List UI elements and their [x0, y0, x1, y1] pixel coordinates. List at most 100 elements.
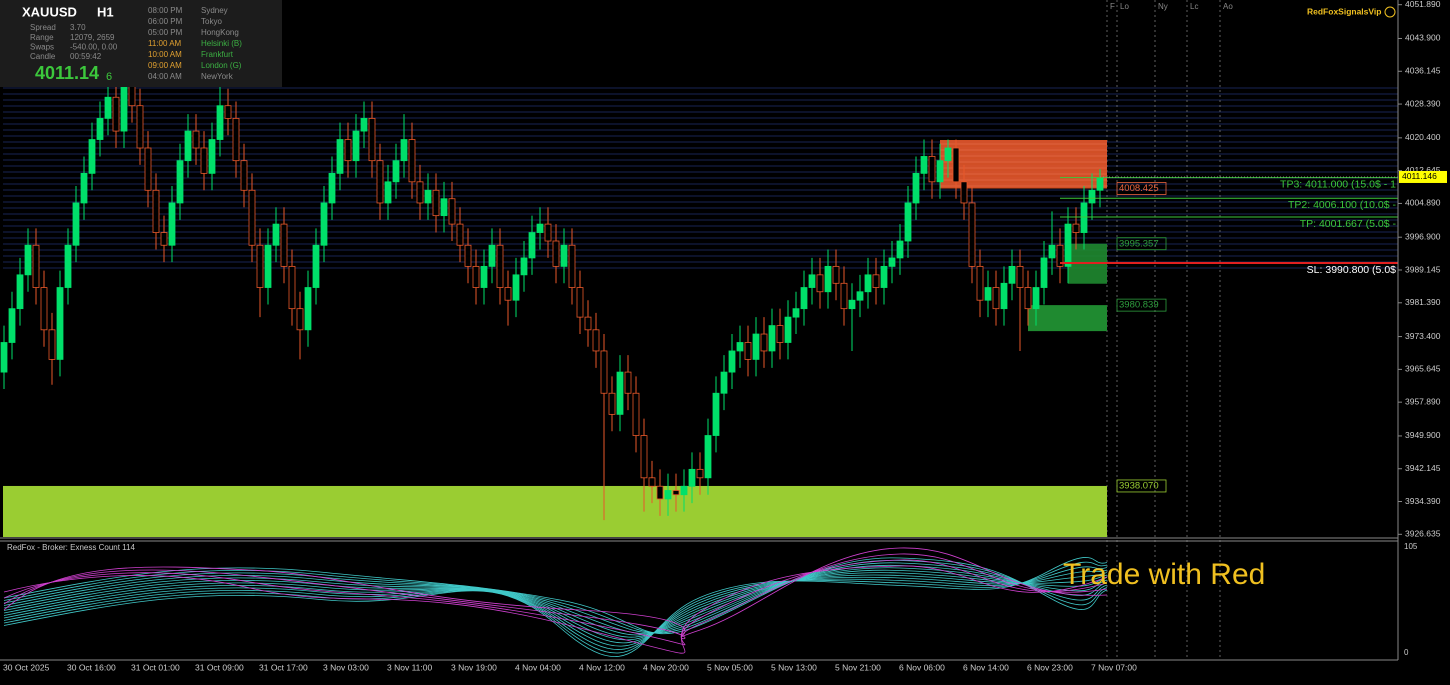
candle-body: [624, 371, 632, 394]
candle-body: [48, 329, 56, 360]
session-marker: Lo: [1120, 2, 1129, 11]
session-time: 04:00 AM: [148, 72, 182, 81]
demand-zone: [1028, 305, 1107, 332]
candle-body: [856, 291, 864, 301]
level-label-box: [1116, 182, 1167, 195]
session-marker: F: [1110, 2, 1115, 11]
x-tick-label: 6 Nov 06:00: [899, 662, 945, 672]
x-tick-label: 3 Nov 03:00: [323, 662, 369, 672]
candle-body: [576, 287, 584, 318]
candle-body: [376, 160, 384, 204]
x-tick-label: 31 Oct 17:00: [259, 662, 308, 672]
candle-body: [144, 147, 152, 191]
indicator-label: RedFox - Broker: Exness Count 114: [7, 543, 135, 552]
candle-body: [256, 244, 264, 288]
candle-body: [96, 117, 104, 140]
y-tick-label: 3934.390: [1405, 496, 1441, 506]
candle-body: [752, 333, 760, 360]
candle-body: [104, 96, 112, 119]
candle-body: [448, 198, 456, 225]
candle-body: [360, 117, 368, 132]
candle-body: [816, 274, 824, 293]
candle-body: [64, 244, 72, 288]
candle-body: [208, 139, 216, 174]
y-tick-label: 3989.145: [1405, 264, 1441, 274]
y-tick-label: 3996.900: [1405, 231, 1441, 241]
y-tick-label: 3957.890: [1405, 396, 1441, 406]
level-label-box: [1116, 479, 1167, 493]
candle-body: [288, 265, 296, 310]
candle-body: [384, 181, 392, 204]
x-tick-label: 6 Nov 14:00: [963, 662, 1009, 672]
candle-body: [40, 287, 48, 331]
candle-body: [872, 274, 880, 288]
stat-label: Candle: [30, 52, 56, 61]
candle-body: [224, 105, 232, 119]
x-tick-label: 4 Nov 04:00: [515, 662, 561, 672]
candle-layer: [0, 54, 1104, 521]
x-tick-label: 31 Oct 01:00: [131, 662, 180, 672]
candle-body: [760, 333, 768, 352]
candle-body: [640, 435, 648, 479]
candle-body: [264, 244, 272, 288]
y-tick-label: 4051.890: [1405, 0, 1441, 9]
x-tick-label: 3 Nov 11:00: [387, 662, 432, 672]
candle-body: [560, 244, 568, 267]
candle-body: [520, 257, 528, 276]
candle-body: [608, 392, 616, 415]
candle-body: [280, 223, 288, 267]
candle-body: [984, 287, 992, 301]
brand-icon: [1384, 6, 1396, 18]
y-tick-label: 4012.645: [1405, 165, 1441, 175]
candle-body: [744, 342, 752, 360]
candle-body: [840, 282, 848, 310]
candle-body: [136, 105, 144, 149]
y-tick-label: 4043.900: [1405, 33, 1441, 43]
supply-zone: [940, 140, 1107, 189]
candle-body: [344, 139, 352, 162]
session-city: Sydney: [201, 6, 228, 15]
x-tick-label: 6 Nov 23:00: [1027, 662, 1073, 672]
overlay-text: Trade with Red: [1063, 558, 1265, 591]
candle-body: [24, 244, 32, 276]
overlay-layer: 4008.425 3995.357 3980.839 3938.070 TP3: 401…: [1060, 177, 1398, 493]
price-last-digit: 6: [106, 71, 112, 83]
candle-body: [968, 202, 976, 267]
brand: RedFoxSignalsVip: [1307, 6, 1381, 16]
candle-body: [928, 156, 936, 183]
candle-body: [952, 147, 960, 183]
candle-body: [16, 274, 24, 310]
stat-label: Swaps: [30, 43, 54, 52]
candle-body: [848, 299, 856, 310]
candle-body: [112, 96, 120, 132]
candle-body: [336, 139, 344, 174]
level-label: 3995.357: [1119, 238, 1159, 249]
candle-body: [416, 181, 424, 204]
wave: [3, 547, 1108, 638]
candle-body: [888, 257, 896, 267]
level-label: 3980.839: [1119, 300, 1159, 311]
stat-value: 12079, 2659: [70, 33, 115, 42]
candle-body: [600, 350, 608, 394]
stat-value: 00:59:42: [70, 52, 102, 61]
x-tick-label: 5 Nov 21:00: [835, 662, 881, 672]
candle-body: [424, 189, 432, 204]
session-time: 08:00 PM: [148, 6, 183, 15]
y-tick-label: 4036.145: [1405, 66, 1441, 76]
candle-body: [568, 244, 576, 288]
stat-label: Spread: [30, 23, 56, 32]
candle-body: [584, 316, 592, 331]
candle-body: [616, 371, 624, 415]
candle-body: [320, 202, 328, 246]
session-time: 11:00 AM: [148, 39, 182, 48]
candle-body: [480, 265, 488, 288]
zone-layer: [3, 140, 1107, 537]
timeframe: H1: [97, 4, 114, 19]
candle-body: [1096, 177, 1104, 191]
level-label-box: [1116, 237, 1167, 251]
candle-body: [696, 468, 704, 479]
candle-body: [1064, 223, 1072, 267]
target-label: TP2: 4006.100 (10.0$ -: [1288, 199, 1396, 211]
candle-body: [672, 490, 680, 496]
